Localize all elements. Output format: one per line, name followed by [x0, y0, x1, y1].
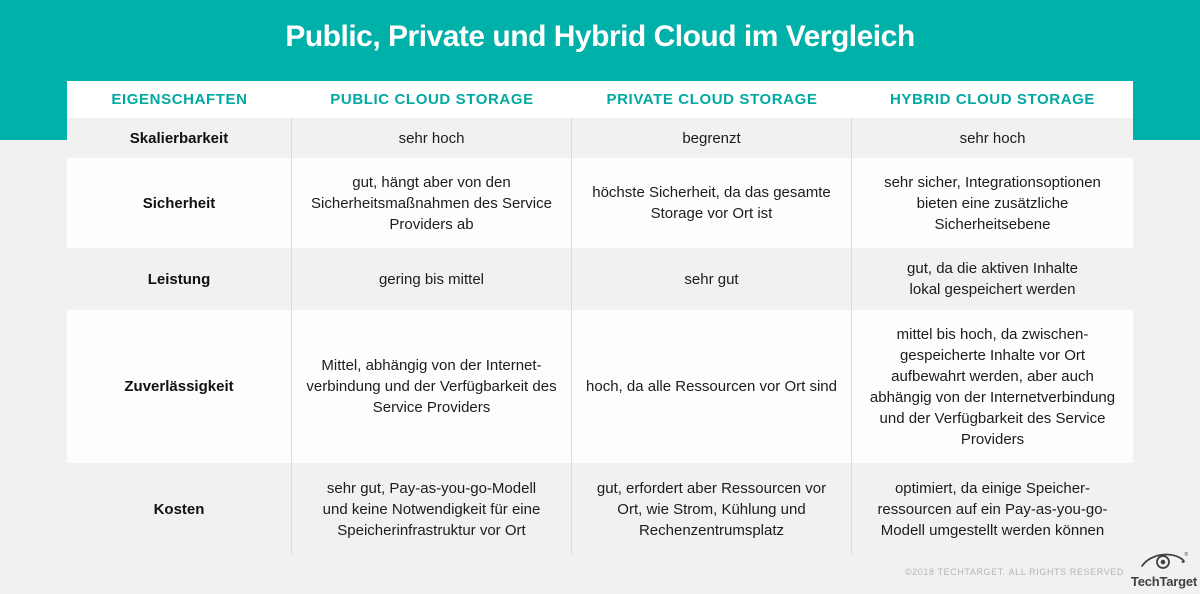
row-sicherheit-property: Sicherheit	[67, 158, 292, 248]
copyright-text: ©2018 TECHTARGET. ALL RIGHTS RESERVED	[904, 567, 1124, 577]
column-header-public-cloud: PUBLIC CLOUD STORAGE	[292, 81, 572, 118]
row-leistung-public: gering bis mittel	[292, 248, 572, 310]
comparison-table: EIGENSCHAFTEN PUBLIC CLOUD STORAGE PRIVA…	[67, 81, 1133, 556]
row-kosten-public: sehr gut, Pay-as-you-go-Modell und keine…	[292, 463, 572, 556]
row-skalierbarkeit-property: Skalierbarkeit	[67, 118, 292, 158]
row-sicherheit-public: gut, hängt aber von den Sicherheitsmaßna…	[292, 158, 572, 248]
column-header-private-cloud: PRIVATE CLOUD STORAGE	[572, 81, 852, 118]
column-header-hybrid-cloud: HYBRID CLOUD STORAGE	[852, 81, 1133, 118]
row-zuverlaessigkeit-public: Mittel, abhängig von der Internet- verbi…	[292, 310, 572, 463]
row-kosten-hybrid: optimiert, da einige Speicher- ressource…	[852, 463, 1133, 556]
row-sicherheit-hybrid: sehr sicher, Integrationsoptionen bieten…	[852, 158, 1133, 248]
column-header-eigenschaften: EIGENSCHAFTEN	[67, 81, 292, 118]
page-title: Public, Private und Hybrid Cloud im Verg…	[285, 20, 915, 53]
row-kosten-property: Kosten	[67, 463, 292, 556]
row-skalierbarkeit-private: begrenzt	[572, 118, 852, 158]
row-leistung-hybrid: gut, da die aktiven Inhalte lokal gespei…	[852, 248, 1133, 310]
techtarget-logo: ® TechTarget	[1131, 550, 1197, 589]
techtarget-eye-icon: ®	[1139, 550, 1189, 575]
row-leistung-private: sehr gut	[572, 248, 852, 310]
row-skalierbarkeit-public: sehr hoch	[292, 118, 572, 158]
svg-text:®: ®	[1185, 551, 1189, 558]
row-zuverlaessigkeit-private: hoch, da alle Ressourcen vor Ort sind	[572, 310, 852, 463]
techtarget-wordmark: TechTarget	[1130, 574, 1198, 589]
row-sicherheit-private: höchste Sicherheit, da das gesamte Stora…	[572, 158, 852, 248]
row-leistung-property: Leistung	[67, 248, 292, 310]
row-kosten-private: gut, erfordert aber Ressourcen vor Ort, …	[572, 463, 852, 556]
row-zuverlaessigkeit-property: Zuverlässigkeit	[67, 310, 292, 463]
row-skalierbarkeit-hybrid: sehr hoch	[852, 118, 1133, 158]
row-zuverlaessigkeit-hybrid: mittel bis hoch, da zwischen- gespeicher…	[852, 310, 1133, 463]
